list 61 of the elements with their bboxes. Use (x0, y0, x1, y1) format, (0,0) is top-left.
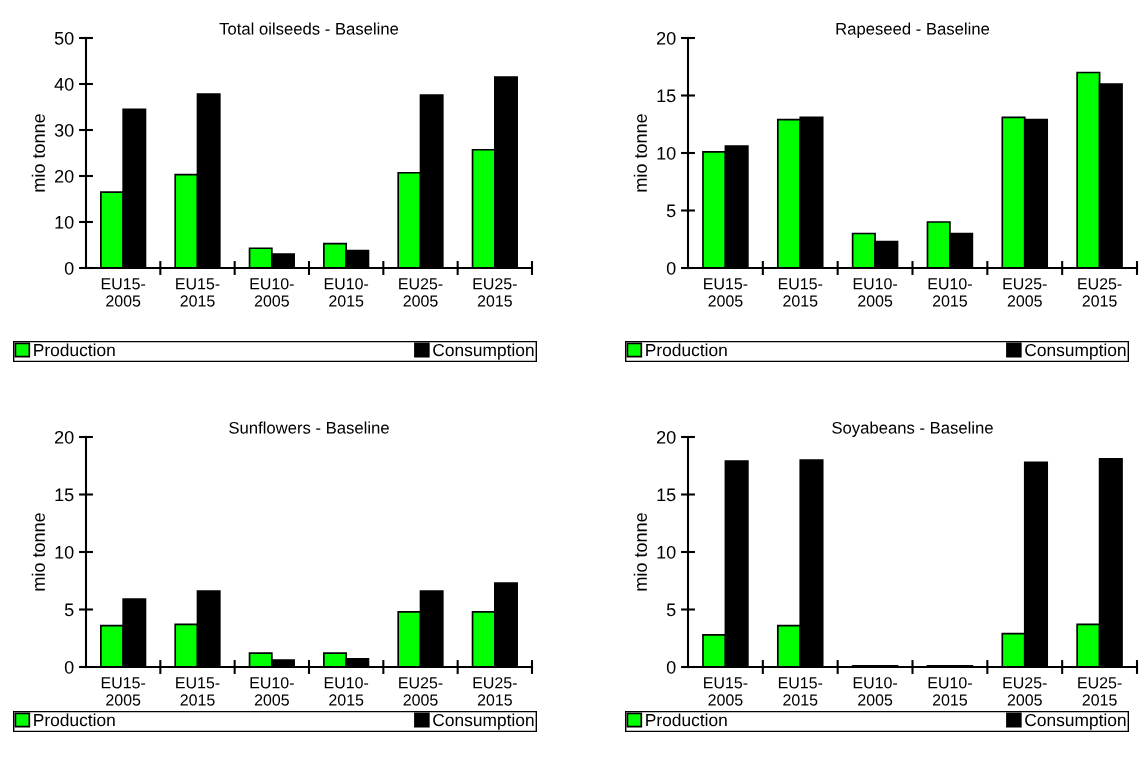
y-axis-title: mio tonne (633, 513, 647, 591)
x-tick-label: EU15- 2005 (101, 677, 146, 706)
x-tick-label: EU15- 2005 (704, 677, 748, 706)
x-tick-label: EU15- 2015 (176, 677, 220, 706)
x-tick-label: EU10- 2015 (324, 677, 369, 706)
x-tick-label: EU25- 2015 (473, 677, 517, 706)
x-tick-label: EU25- 2015 (473, 278, 517, 307)
y-tick-label: 0 (64, 261, 74, 275)
legend-label: Consumption (1025, 713, 1126, 730)
y-tick-label: 0 (666, 660, 676, 674)
legend-label: Production (34, 343, 115, 357)
chart-title: Sunflowers - Baseline (229, 421, 389, 434)
y-tick-label: 0 (64, 660, 74, 674)
x-tick-label: EU25- 2005 (1003, 278, 1047, 307)
y-tick-label: 15 (657, 488, 676, 502)
x-tick-label: EU25- 2005 (399, 677, 443, 706)
y-tick-label: 50 (54, 31, 74, 45)
y-tick-label: 20 (55, 169, 74, 183)
y-tick-label: 30 (54, 123, 74, 137)
x-tick-label: EU10- 2005 (250, 278, 294, 307)
y-axis-title: mio tonne (31, 513, 45, 591)
legend-label: Production (34, 713, 115, 727)
x-tick-label: EU25- 2005 (399, 278, 443, 307)
x-tick-label: EU15- 2015 (176, 278, 220, 307)
chart-title: Total oilseeds - Baseline (219, 22, 399, 35)
x-tick-label: EU25- 2015 (1078, 677, 1122, 706)
y-tick-label: 40 (54, 77, 74, 91)
x-tick-label: EU10- 2015 (928, 278, 972, 307)
x-tick-label: EU25- 2015 (1078, 278, 1122, 307)
y-tick-label: 10 (55, 545, 74, 559)
y-tick-label: 5 (666, 204, 676, 218)
y-tick-label: 20 (657, 430, 676, 444)
y-axis-title: mio tonne (31, 114, 45, 192)
y-tick-label: 10 (657, 146, 676, 160)
y-tick-label: 20 (657, 31, 676, 45)
x-tick-label: EU15- 2005 (704, 278, 748, 307)
y-tick-label: 10 (55, 215, 74, 229)
y-tick-label: 5 (64, 603, 74, 617)
legend-label: Consumption (1025, 343, 1126, 360)
legend-label: Consumption (433, 713, 534, 730)
x-tick-label: EU15- 2005 (101, 278, 146, 307)
x-tick-label: EU25- 2005 (1003, 677, 1047, 706)
legend-label: Production (646, 343, 727, 357)
x-tick-label: EU15- 2015 (778, 278, 823, 307)
y-tick-label: 15 (657, 89, 676, 103)
chart-title: Soyabeans - Baseline (832, 421, 993, 437)
y-tick-label: 10 (657, 545, 676, 559)
y-tick-label: 15 (55, 488, 74, 502)
y-tick-label: 5 (666, 603, 676, 617)
x-tick-label: EU10- 2015 (928, 677, 972, 706)
x-tick-label: EU10- 2005 (853, 677, 898, 706)
x-tick-label: EU10- 2005 (853, 278, 898, 307)
chart-title: Rapeseed - Baseline (836, 22, 990, 38)
x-tick-label: EU15- 2015 (778, 677, 823, 706)
y-tick-label: 0 (666, 261, 676, 275)
y-axis-title: mio tonne (633, 114, 647, 192)
legend-label: Production (646, 713, 727, 727)
x-tick-label: EU10- 2015 (324, 278, 369, 307)
y-tick-label: 20 (55, 430, 74, 444)
x-tick-label: EU10- 2005 (250, 677, 294, 706)
legend-label: Consumption (433, 343, 534, 360)
